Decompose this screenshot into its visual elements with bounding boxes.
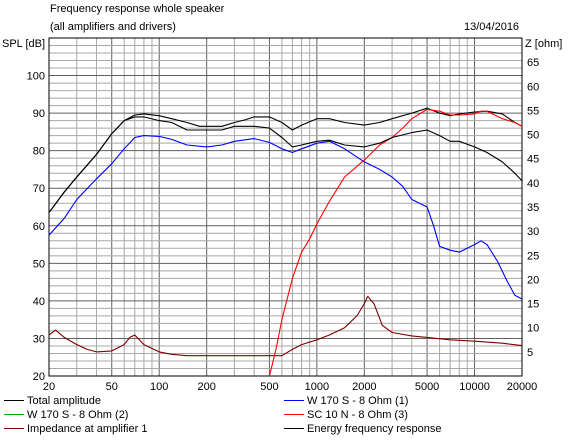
legend-item: Total amplitude xyxy=(4,395,101,408)
y-tick-label-left: 100 xyxy=(27,71,45,83)
y-tick-label-right: 40 xyxy=(527,178,539,190)
legend-swatch xyxy=(4,399,24,401)
legend-label: Energy frequency response xyxy=(307,423,442,435)
y-tick-label-right: 50 xyxy=(527,130,539,142)
x-tick-label: 10000 xyxy=(459,381,490,393)
series-line xyxy=(48,135,523,300)
legend-label: W 170 S - 8 Ohm (1) xyxy=(307,395,409,407)
y-tick-label-left: 40 xyxy=(33,296,45,308)
x-tick-label: 20000 xyxy=(507,381,538,393)
chart-title: Frequency response whole speaker xyxy=(50,3,225,15)
y-tick-label-right: 20 xyxy=(527,274,539,286)
series-line xyxy=(268,108,523,377)
legend-item: SC 10 N - 8 Ohm (3) xyxy=(284,409,408,422)
y-tick-label-left: 70 xyxy=(33,183,45,195)
y-tick-label-left: 30 xyxy=(33,333,45,345)
series-line xyxy=(48,295,523,357)
y-tick-label-right: 15 xyxy=(527,299,539,311)
chart-date: 13/04/2016 xyxy=(464,21,520,33)
x-tick-label: 500 xyxy=(260,381,278,393)
legend-swatch xyxy=(284,427,304,429)
legend-label: SC 10 N - 8 Ohm (3) xyxy=(307,409,408,421)
y-tick-label-right: 25 xyxy=(527,250,539,262)
y-tick-label-right: 65 xyxy=(527,57,539,69)
y-tick-label-left: 90 xyxy=(33,108,45,120)
legend-swatch xyxy=(4,427,24,429)
plot-area xyxy=(49,38,522,376)
series-line xyxy=(48,116,523,213)
x-tick-label: 2000 xyxy=(352,381,376,393)
legend-label: Total amplitude xyxy=(27,395,101,407)
series-line xyxy=(48,107,523,213)
x-tick-label: 100 xyxy=(150,381,168,393)
y-tick-label-left: 20 xyxy=(33,371,45,383)
y-tick-label-right: 10 xyxy=(527,323,539,335)
legend-item: Impedance at amplifier 1 xyxy=(4,423,147,436)
y-tick-label-left: 50 xyxy=(33,258,45,270)
y-tick-label-right: 45 xyxy=(527,154,539,166)
x-tick-label: 1000 xyxy=(305,381,329,393)
y-tick-label-right: 30 xyxy=(527,226,539,238)
legend-item: W 170 S - 8 Ohm (2) xyxy=(4,409,128,422)
y-tick-label-right: 35 xyxy=(527,202,539,214)
x-tick-label: 50 xyxy=(106,381,118,393)
y-tick-label-left: 80 xyxy=(33,146,45,158)
y-axis-right-label: Z [ohm] xyxy=(525,38,563,50)
x-tick-label: 20 xyxy=(43,381,55,393)
legend-swatch xyxy=(4,413,24,415)
legend-item: Energy frequency response xyxy=(284,423,442,436)
y-tick-label-right: 5 xyxy=(527,347,533,359)
x-tick-label: 5000 xyxy=(415,381,439,393)
legend-swatch xyxy=(284,399,304,401)
y-tick-label-right: 60 xyxy=(527,81,539,93)
y-axis-left-label: SPL [dB] xyxy=(2,38,46,50)
y-tick-label-right: 55 xyxy=(527,105,539,117)
chart-subtitle: (all amplifiers and drivers) xyxy=(50,21,176,33)
legend-item: W 170 S - 8 Ohm (1) xyxy=(284,395,408,408)
y-tick-label-left: 60 xyxy=(33,221,45,233)
legend-swatch xyxy=(284,413,304,415)
legend-label: Impedance at amplifier 1 xyxy=(27,423,148,435)
plot-frame xyxy=(48,37,523,377)
x-tick-label: 200 xyxy=(197,381,215,393)
legend-label: W 170 S - 8 Ohm (2) xyxy=(27,409,129,421)
